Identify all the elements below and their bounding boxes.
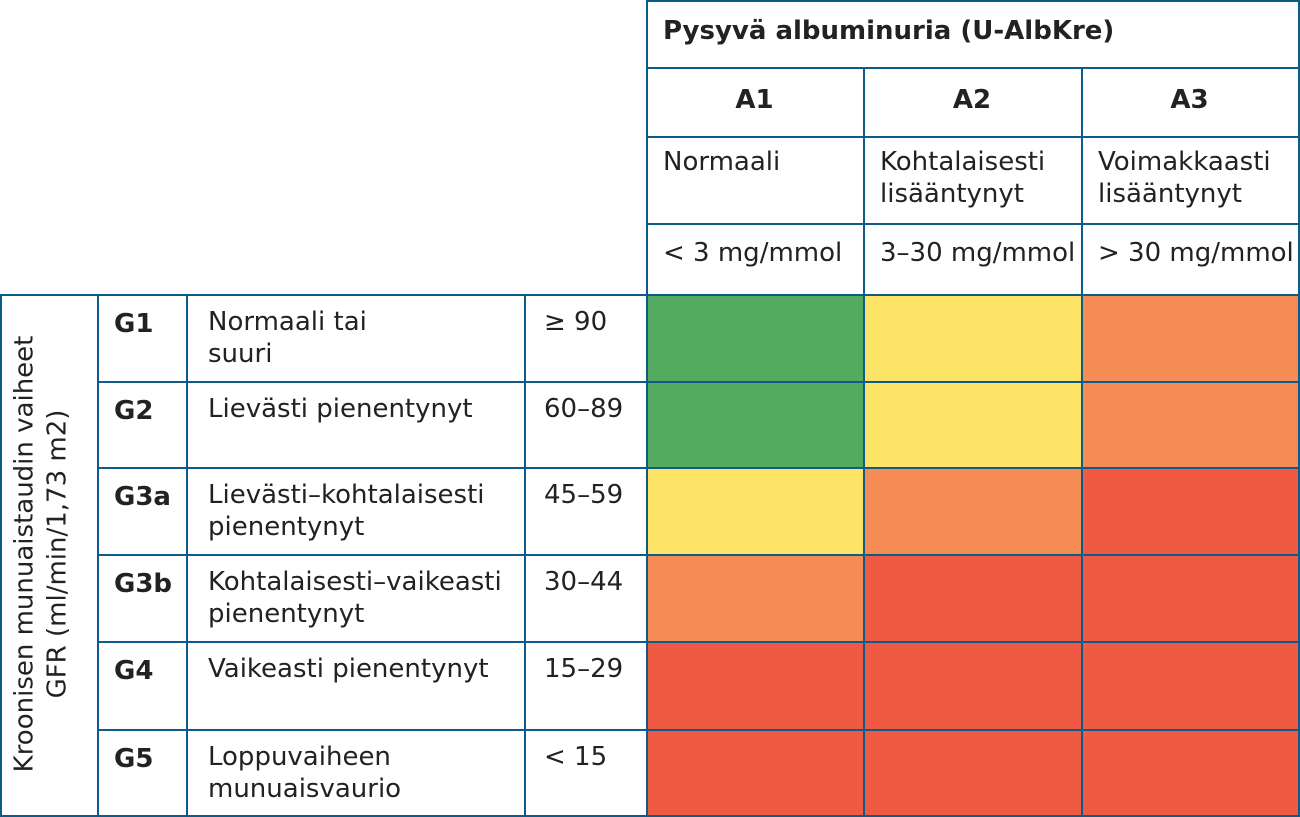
risk-cell-g4-a2 [863, 641, 1083, 731]
risk-cell-g4-a3 [1081, 641, 1300, 731]
gfr-range: 60–89 [544, 394, 624, 424]
risk-cell-g3a-a1 [646, 467, 865, 556]
gfr-stage-code: G4 [114, 656, 154, 686]
albuminuria-category-range: < 3 mg/mmol [663, 238, 843, 268]
risk-cell-g3b-a1 [646, 554, 865, 643]
risk-cell-g3a-a3 [1081, 467, 1300, 556]
albuminuria-category-code: A2 [952, 85, 992, 115]
risk-cell-g2-a3 [1081, 381, 1300, 469]
gfr-range: 15–29 [544, 654, 624, 684]
risk-cell-g3b-a3 [1081, 554, 1300, 643]
gfr-stage-desc: Loppuvaiheen munuaisvaurio [208, 742, 402, 804]
albuminuria-category-desc: Kohtalaisesti lisääntynyt [880, 147, 1046, 209]
risk-cell-g3b-a2 [863, 554, 1083, 643]
gfr-stage-code: G3a [114, 482, 171, 512]
albuminuria-category-code: A3 [1170, 85, 1209, 115]
risk-cell-g1-a3 [1081, 294, 1300, 383]
risk-cell-g5-a1 [646, 729, 865, 817]
albuminuria-category-code: A1 [735, 85, 774, 115]
risk-cell-g2-a2 [863, 381, 1083, 469]
gfr-range: ≥ 90 [544, 307, 608, 337]
risk-cell-g3a-a2 [863, 467, 1083, 556]
risk-cell-g5-a3 [1081, 729, 1300, 817]
risk-cell-g1-a2 [863, 294, 1083, 383]
gfr-range: 45–59 [544, 480, 624, 510]
albuminuria-category-range: > 30 mg/mmol [1098, 238, 1294, 268]
gfr-stage-desc: Vaikeasti pienentynyt [208, 654, 489, 684]
albuminuria-title: Pysyvä albuminuria (U-AlbKre) [663, 16, 1115, 46]
gfr-stage-code: G2 [114, 396, 154, 426]
albuminuria-category-range: 3–30 mg/mmol [880, 238, 1076, 268]
gfr-stage-code: G1 [114, 309, 154, 339]
ckd-stage-axis-label: Kroonisen munuaistaudin vaiheet GFR (ml/… [9, 335, 73, 773]
albuminuria-category-desc: Voimakkaasti lisääntynyt [1098, 147, 1271, 209]
risk-cell-g4-a1 [646, 641, 865, 731]
gfr-stage-desc: Lievästi pienentynyt [208, 394, 473, 424]
risk-cell-g5-a2 [863, 729, 1083, 817]
gfr-range: 30–44 [544, 567, 624, 597]
gfr-range: < 15 [544, 742, 608, 772]
albuminuria-category-desc: Normaali [663, 147, 781, 177]
risk-cell-g1-a1 [646, 294, 865, 383]
gfr-stage-code: G5 [114, 744, 154, 774]
gfr-stage-desc: Normaali tai suuri [208, 307, 367, 369]
risk-cell-g2-a1 [646, 381, 865, 469]
gfr-stage-desc: Lievästi–kohtalaisesti pienentynyt [208, 480, 485, 542]
gfr-stage-code: G3b [114, 569, 173, 599]
gfr-stage-desc: Kohtalaisesti–vaikeasti pienentynyt [208, 567, 502, 629]
